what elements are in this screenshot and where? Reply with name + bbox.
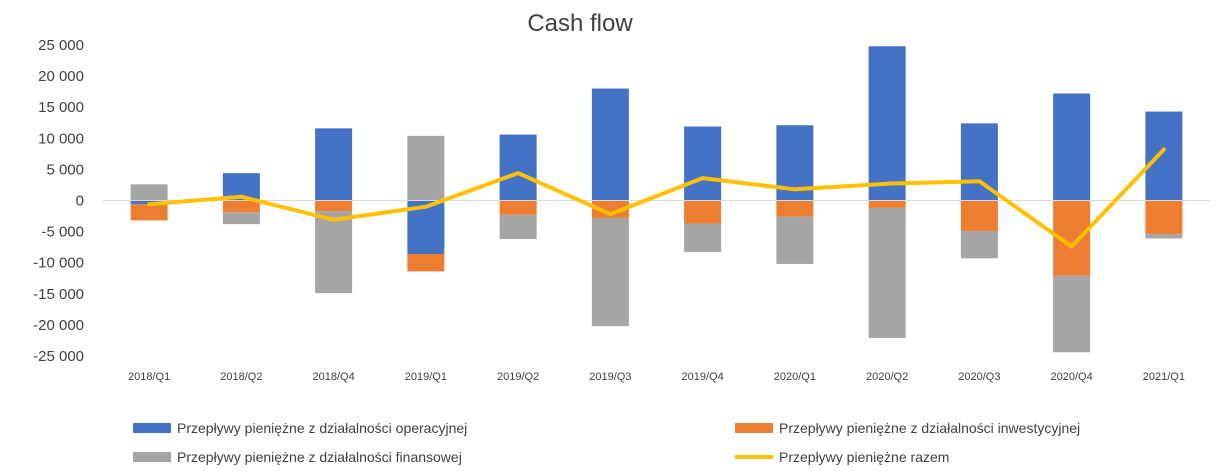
y-tick-label: -5 000 — [41, 224, 84, 241]
bar-operating — [1145, 111, 1183, 201]
legend-label-operating: Przepływy pieniężne z działalności opera… — [177, 420, 468, 436]
legend-label-total: Przepływy pieniężne razem — [779, 449, 950, 465]
bar-financing — [407, 135, 445, 201]
x-tick-label: 2019/Q4 — [682, 371, 724, 383]
x-tick-label: 2020/Q2 — [866, 371, 908, 383]
bar-operating — [684, 126, 722, 201]
bar-operating — [868, 46, 906, 201]
chart-plot: 25 000 20 000 15 000 10 000 5 000 0 -5 000 -10 … — [33, 37, 1210, 383]
bar-investing — [407, 253, 445, 272]
x-tick-label: 2018/Q4 — [313, 371, 355, 383]
bar-financing — [960, 230, 998, 259]
y-tick-label: -15 000 — [33, 286, 84, 303]
x-tick-label: 2020/Q3 — [958, 371, 1000, 383]
legend-label-investing: Przepływy pieniężne z działalności inwes… — [779, 420, 1081, 436]
x-tick-label: 2020/Q1 — [774, 371, 816, 383]
x-tick-label: 2019/Q1 — [405, 371, 447, 383]
bar-financing — [499, 214, 537, 240]
bar-investing — [776, 200, 814, 217]
bar-financing — [130, 184, 168, 201]
legend-swatch-operating — [133, 423, 171, 433]
bar-investing — [499, 200, 537, 215]
bar-operating — [1053, 93, 1091, 201]
x-tick-label: 2018/Q1 — [128, 371, 170, 383]
y-tick-label: -25 000 — [33, 348, 84, 365]
bar-financing — [1145, 234, 1183, 239]
y-tick-label: 15 000 — [38, 99, 84, 116]
x-tick-label: 2020/Q4 — [1051, 371, 1093, 383]
legend-swatch-total — [735, 455, 773, 459]
y-tick-label: -20 000 — [33, 317, 84, 334]
y-tick-label: 0 — [76, 193, 84, 210]
y-tick-label: 5 000 — [46, 161, 84, 178]
bar-operating — [591, 88, 629, 201]
legend-item-investing: Przepływy pieniężne z działalności inwes… — [735, 420, 1080, 436]
bar-operating — [315, 128, 353, 201]
legend-swatch-investing — [735, 423, 773, 433]
legend-item-operating: Przepływy pieniężne z działalności opera… — [133, 420, 467, 436]
legend-swatch-financing — [133, 452, 171, 462]
x-tick-label: 2018/Q2 — [220, 371, 262, 383]
bar-operating — [499, 134, 537, 201]
bar-investing — [1145, 200, 1183, 235]
bar-financing — [591, 217, 629, 327]
chart-title: Cash flow — [527, 10, 633, 37]
bar-investing — [130, 204, 168, 221]
bar-financing — [684, 223, 722, 253]
legend-item-total: Przepływy pieniężne razem — [735, 449, 949, 465]
bar-investing — [960, 200, 998, 231]
bar-investing — [684, 200, 722, 224]
bar-financing — [1053, 275, 1091, 353]
bar-investing — [315, 200, 353, 212]
bar-financing — [315, 211, 353, 294]
legend-label-financing: Przepływy pieniężne z działalności finan… — [177, 449, 462, 465]
y-tick-label: 10 000 — [38, 130, 84, 147]
y-tick-label: -10 000 — [33, 255, 84, 272]
x-tick-label: 2021/Q1 — [1143, 371, 1185, 383]
x-tick-label: 2019/Q3 — [589, 371, 631, 383]
bar-financing — [776, 216, 814, 264]
bar-investing — [868, 200, 906, 208]
y-tick-label: 25 000 — [38, 37, 84, 54]
bar-investing — [591, 200, 629, 218]
y-tick-label: 20 000 — [38, 68, 84, 85]
bar-financing — [222, 212, 260, 225]
x-tick-label: 2019/Q2 — [497, 371, 539, 383]
total-cashflow-line — [147, 147, 1166, 249]
bar-financing — [868, 207, 906, 338]
legend-item-financing: Przepływy pieniężne z działalności finan… — [133, 449, 462, 465]
bar-investing — [222, 200, 260, 213]
